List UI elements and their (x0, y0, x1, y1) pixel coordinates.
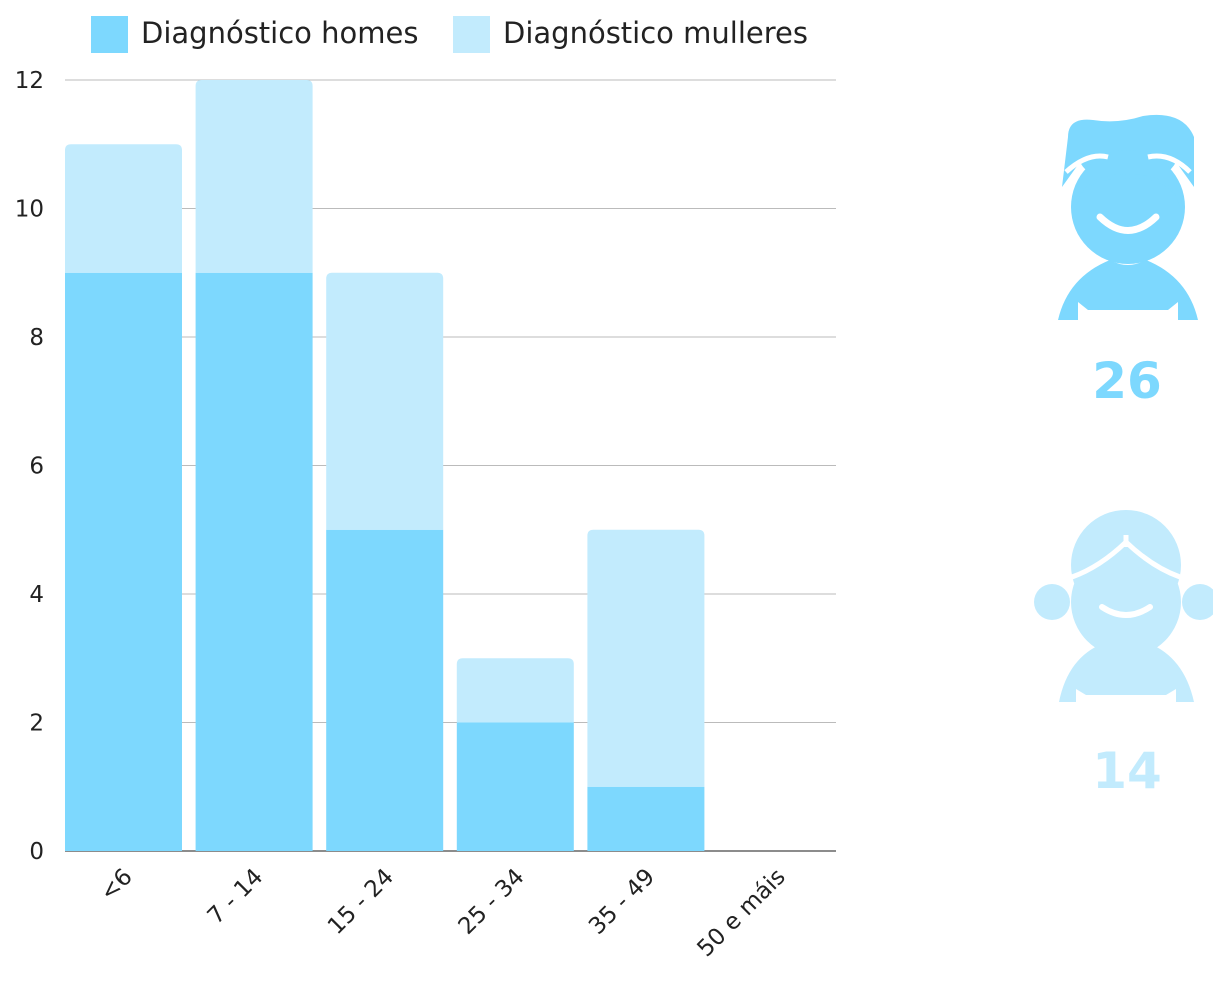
y-tick-8: 8 (29, 325, 44, 351)
x-tick-2: 15 - 24 (323, 864, 399, 940)
legend-swatch-1 (453, 16, 490, 53)
x-tick-0: <6 (95, 864, 137, 906)
legend: Diagnóstico homes Diagnóstico mulleres (91, 16, 808, 53)
y-tick-4: 4 (29, 582, 44, 608)
y-tick-12: 12 (15, 68, 44, 94)
legend-label-1: Diagnóstico mulleres (503, 16, 808, 50)
bar-1-2 (326, 272, 444, 530)
bars (65, 80, 705, 851)
y-tick-6: 6 (29, 454, 44, 480)
x-axis-ticks: <6 7 - 14 15 - 24 25 - 34 35 - 49 50 e máis (95, 864, 790, 962)
legend-label-0: Diagnóstico homes (141, 16, 418, 50)
bar-0-0 (65, 272, 182, 851)
bar-1-0 (65, 144, 182, 273)
x-tick-4: 35 - 49 (584, 864, 660, 940)
x-tick-3: 25 - 34 (454, 864, 530, 940)
y-tick-10: 10 (15, 197, 44, 223)
legend-swatch-0 (91, 16, 128, 53)
bar-0-3 (456, 722, 574, 851)
bar-0-1 (195, 272, 313, 851)
bar-1-3 (456, 658, 574, 723)
gridlines (65, 79, 836, 852)
y-axis-ticks: 0 2 4 6 8 10 12 (15, 68, 44, 865)
girl-icon (1034, 510, 1213, 702)
men-count: 26 (1092, 352, 1162, 410)
boy-icon (1058, 114, 1198, 320)
x-tick-5: 50 e máis (693, 864, 791, 962)
stacked-bar-chart: Diagnóstico homes Diagnóstico mulleres 0 2… (15, 16, 836, 962)
y-tick-0: 0 (29, 839, 44, 865)
bar-0-4 (587, 786, 705, 851)
women-count: 14 (1092, 742, 1162, 800)
bar-1-4 (587, 529, 705, 787)
bar-0-2 (326, 529, 444, 851)
bar-1-1 (195, 80, 313, 273)
x-tick-1: 7 - 14 (203, 864, 269, 930)
y-tick-2: 2 (29, 711, 44, 737)
